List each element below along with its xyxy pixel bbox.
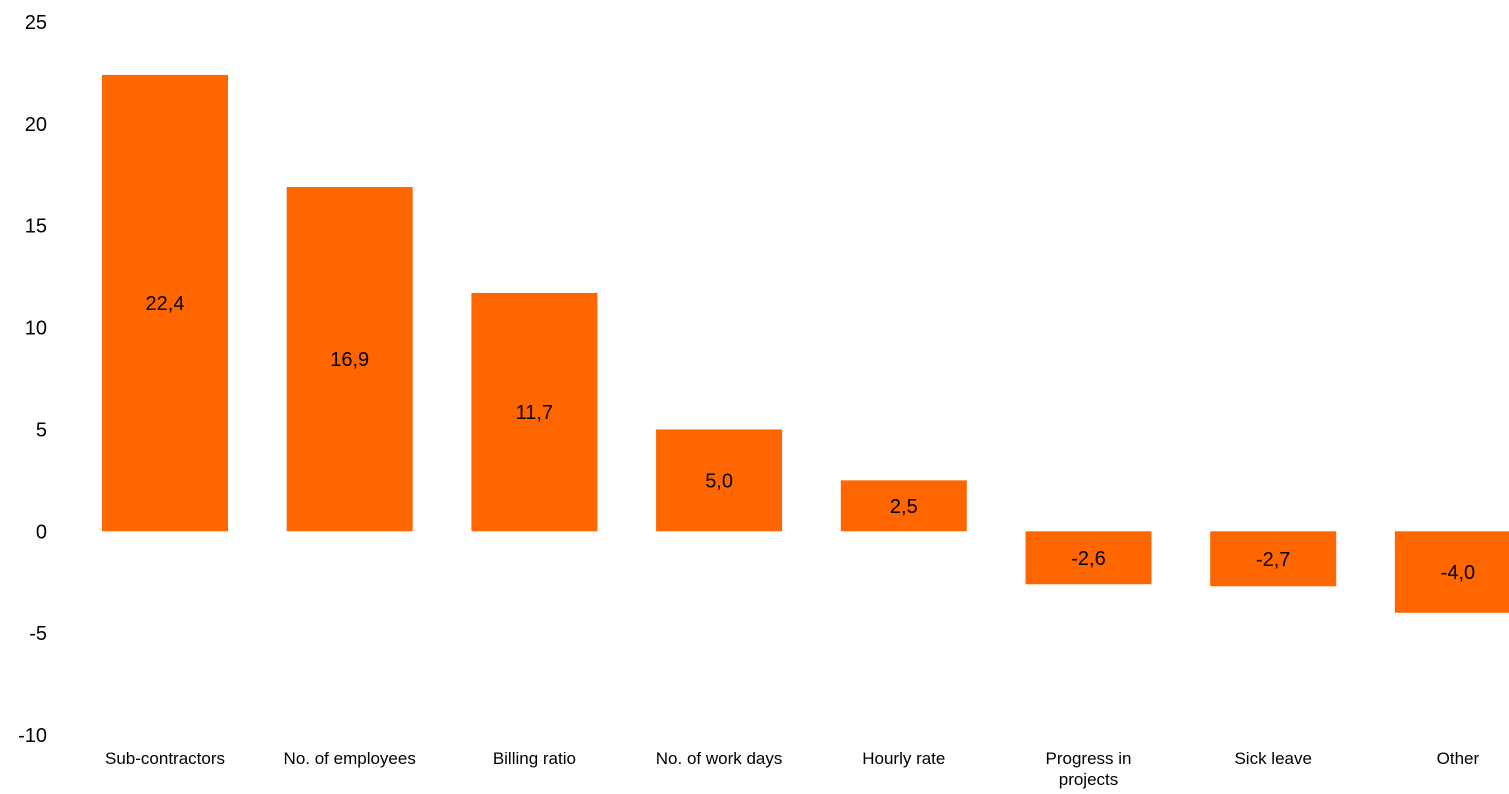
x-category-label: No. of work days xyxy=(656,749,783,768)
y-tick-label: 0 xyxy=(36,521,47,543)
x-category-label-line: Sub-contractors xyxy=(105,749,225,768)
x-category-label: Sick leave xyxy=(1234,749,1311,768)
x-category-label-line: Sick leave xyxy=(1234,749,1311,768)
bar xyxy=(1025,531,1152,585)
x-category-label: No. of employees xyxy=(284,749,416,768)
bar xyxy=(656,429,783,532)
y-tick-label: -5 xyxy=(29,623,47,645)
x-category-label-line: No. of employees xyxy=(284,749,416,768)
x-axis: Sub-contractors No. of employees Billing r… xyxy=(105,749,1479,789)
y-axis: 25 20 15 10 5 0 -5 -10 xyxy=(18,12,47,747)
bar xyxy=(286,187,413,532)
bar xyxy=(102,74,228,532)
data-label: -2,7 xyxy=(1256,549,1290,571)
x-category-label-line: Billing ratio xyxy=(493,749,576,768)
x-category-label-line: projects xyxy=(1059,770,1119,789)
x-category-label: Progress in projects xyxy=(1046,749,1132,789)
x-category-label: Other xyxy=(1437,749,1480,768)
x-category-label-line: Progress in xyxy=(1046,749,1132,768)
bars: 22,4 16,9 11,7 5,0 2,5 -2,6 -2,7 -4,0 xyxy=(102,74,1509,613)
data-label: -4,0 xyxy=(1441,562,1475,584)
bar xyxy=(1210,531,1337,587)
x-category-label-line: Hourly rate xyxy=(862,749,945,768)
y-tick-label: 10 xyxy=(25,318,47,340)
y-tick-label: 5 xyxy=(36,419,47,441)
data-label: -2,6 xyxy=(1071,548,1105,570)
x-category-label: Hourly rate xyxy=(862,749,945,768)
bar xyxy=(471,292,598,532)
bar xyxy=(1394,531,1509,613)
x-category-label: Sub-contractors xyxy=(105,749,225,768)
x-category-label: Billing ratio xyxy=(493,749,576,768)
data-label: 5,0 xyxy=(705,470,733,492)
data-label: 16,9 xyxy=(330,349,369,371)
x-category-label-line: No. of work days xyxy=(656,749,783,768)
y-tick-label: -10 xyxy=(18,725,47,747)
x-category-label-line: Other xyxy=(1437,749,1480,768)
data-label: 2,5 xyxy=(890,496,918,518)
data-label: 22,4 xyxy=(146,293,185,315)
data-label: 11,7 xyxy=(516,402,553,424)
bar xyxy=(840,480,967,532)
y-tick-label: 20 xyxy=(25,114,47,136)
y-tick-label: 15 xyxy=(25,216,47,238)
y-tick-label: 25 xyxy=(25,12,47,34)
